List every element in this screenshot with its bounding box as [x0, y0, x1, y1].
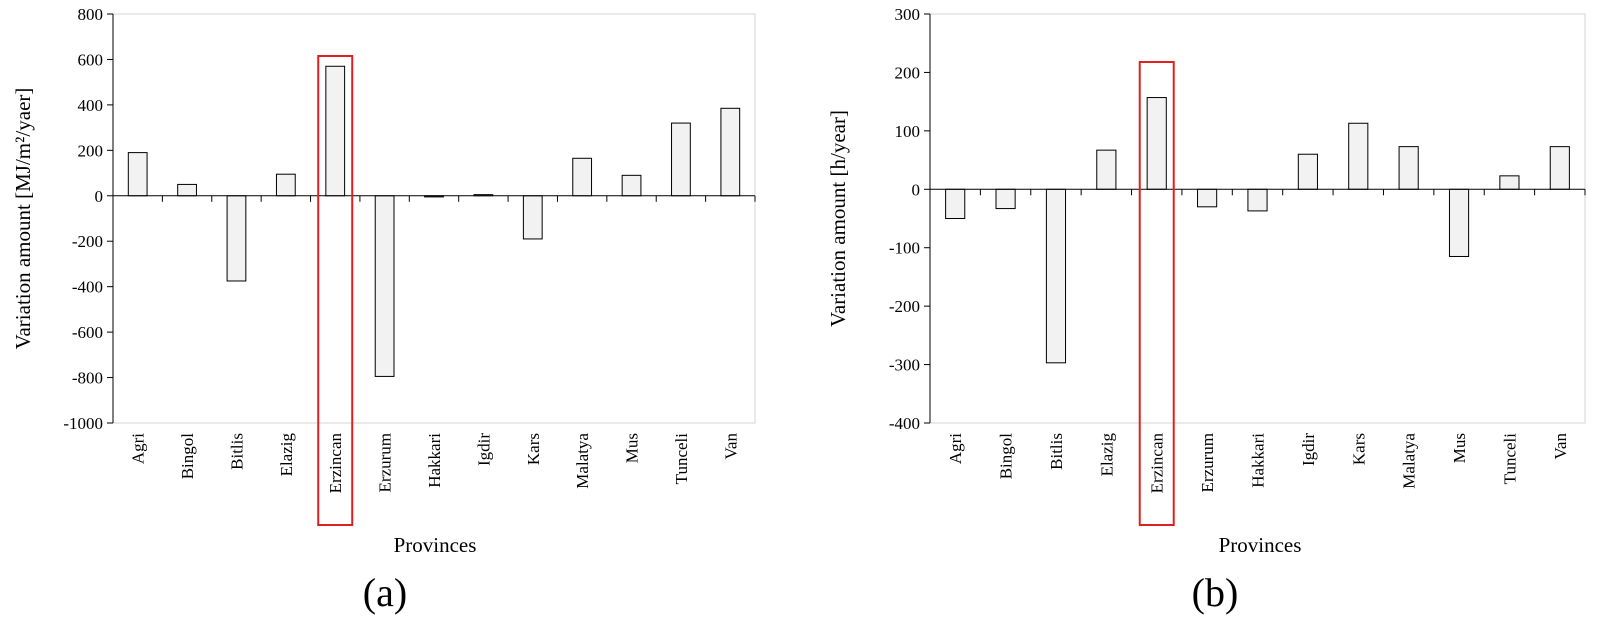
x-tick-label: Elazig [277, 433, 296, 477]
x-tick-label: Erzincan [1148, 433, 1167, 494]
y-tick-label: 200 [78, 141, 104, 160]
x-tick-label: Bitlis [227, 433, 246, 470]
x-tick-label: Agri [129, 433, 148, 464]
y-tick-label: -100 [889, 239, 920, 258]
y-tick-label: -1000 [63, 414, 103, 433]
y-tick-label: 300 [895, 5, 921, 24]
y-tick-label: -600 [72, 323, 103, 342]
bar-agri [127, 152, 148, 197]
y-tick-label: 800 [78, 5, 104, 24]
x-axis-title: Provinces [1219, 533, 1302, 557]
x-tick-label: Tunceli [672, 433, 691, 485]
bar-van [720, 107, 741, 197]
bar-mus [621, 174, 642, 197]
chart-panel-a: 800 600 400 200 0 -200 -400 -600 -800 -1000 Agri Bi… [11, 5, 756, 615]
y-tick-label: -400 [889, 414, 920, 433]
y-axis-title: Variation amount [MJ/m²/yaer] [11, 88, 35, 350]
panel-label: (b) [1192, 570, 1239, 615]
bar-erzincan [1146, 97, 1167, 190]
bar-agri [945, 188, 966, 220]
x-tick-label: Tunceli [1500, 433, 1519, 485]
plot-area [112, 13, 756, 424]
x-tick-label: Igdir [1299, 433, 1318, 466]
y-axis-title: Variation amount [h/year] [826, 110, 850, 327]
bar-erzurum [1197, 188, 1218, 208]
panel-label: (a) [363, 570, 407, 615]
y-tick-label: 0 [95, 187, 104, 206]
bar-erzincan [325, 65, 346, 197]
bar-tunceli [671, 122, 691, 197]
y-tick-label: 600 [78, 50, 104, 69]
x-tick-label: Hakkari [1249, 433, 1268, 488]
y-tick-label: -200 [72, 232, 103, 251]
plot-area [929, 13, 1586, 424]
x-tick-label: Kars [524, 433, 543, 465]
bar-bitlis [226, 195, 247, 282]
bar-kars [1348, 122, 1369, 190]
x-tick-label: Bitlis [1047, 433, 1066, 470]
y-tick-label: 400 [78, 96, 104, 115]
y-tick-label: -800 [72, 369, 103, 388]
highlight-box [1138, 61, 1175, 526]
x-tick-label: Malatya [573, 433, 592, 489]
y-tick-label: 0 [912, 180, 921, 199]
bar-elazig [275, 173, 296, 197]
bar-van [1549, 146, 1570, 190]
x-tick-label: Mus [623, 433, 642, 463]
bar-malatya [572, 157, 593, 197]
bar-mus [1448, 188, 1470, 257]
x-tick-label: Hakkari [425, 433, 444, 488]
highlight-box [317, 55, 354, 526]
y-tick-label: -200 [889, 297, 920, 316]
x-axis-title: Provinces [394, 533, 477, 557]
x-tick-label: Mus [1450, 433, 1469, 463]
y-tick-label: -400 [72, 278, 103, 297]
bar-bingol [995, 188, 1016, 210]
x-tick-label: Van [721, 433, 740, 460]
bar-tunceli [1499, 175, 1520, 190]
x-tick-label: Erzurum [1198, 433, 1217, 492]
bar-elazig [1096, 149, 1117, 190]
x-tick-label: Malatya [1400, 433, 1419, 489]
x-tick-label: Van [1551, 433, 1570, 460]
x-tick-label: Agri [946, 433, 965, 464]
bar-hakkari [1247, 188, 1268, 212]
bar-erzurum [374, 195, 395, 377]
bar-igdir [1297, 153, 1318, 190]
x-tick-label: Kars [1349, 433, 1368, 465]
y-tick-label: 100 [895, 122, 921, 141]
bar-malatya [1398, 146, 1419, 190]
x-tick-label: Erzurum [376, 433, 395, 492]
bar-kars [522, 195, 543, 240]
bar-bitlis [1045, 188, 1067, 364]
y-tick-label: 200 [895, 63, 921, 82]
x-tick-label: Elazig [1097, 433, 1116, 477]
y-tick-label: -300 [889, 356, 920, 375]
x-tick-label: Igdir [474, 433, 493, 466]
x-tick-label: Bingol [178, 433, 197, 480]
chart-panel-b: 300 200 100 0 -100 -200 -300 -400 Agri Bingol Bitl… [826, 5, 1586, 615]
x-tick-label: Erzincan [326, 433, 345, 494]
bar-bingol [177, 183, 197, 197]
x-tick-label: Bingol [997, 433, 1016, 480]
